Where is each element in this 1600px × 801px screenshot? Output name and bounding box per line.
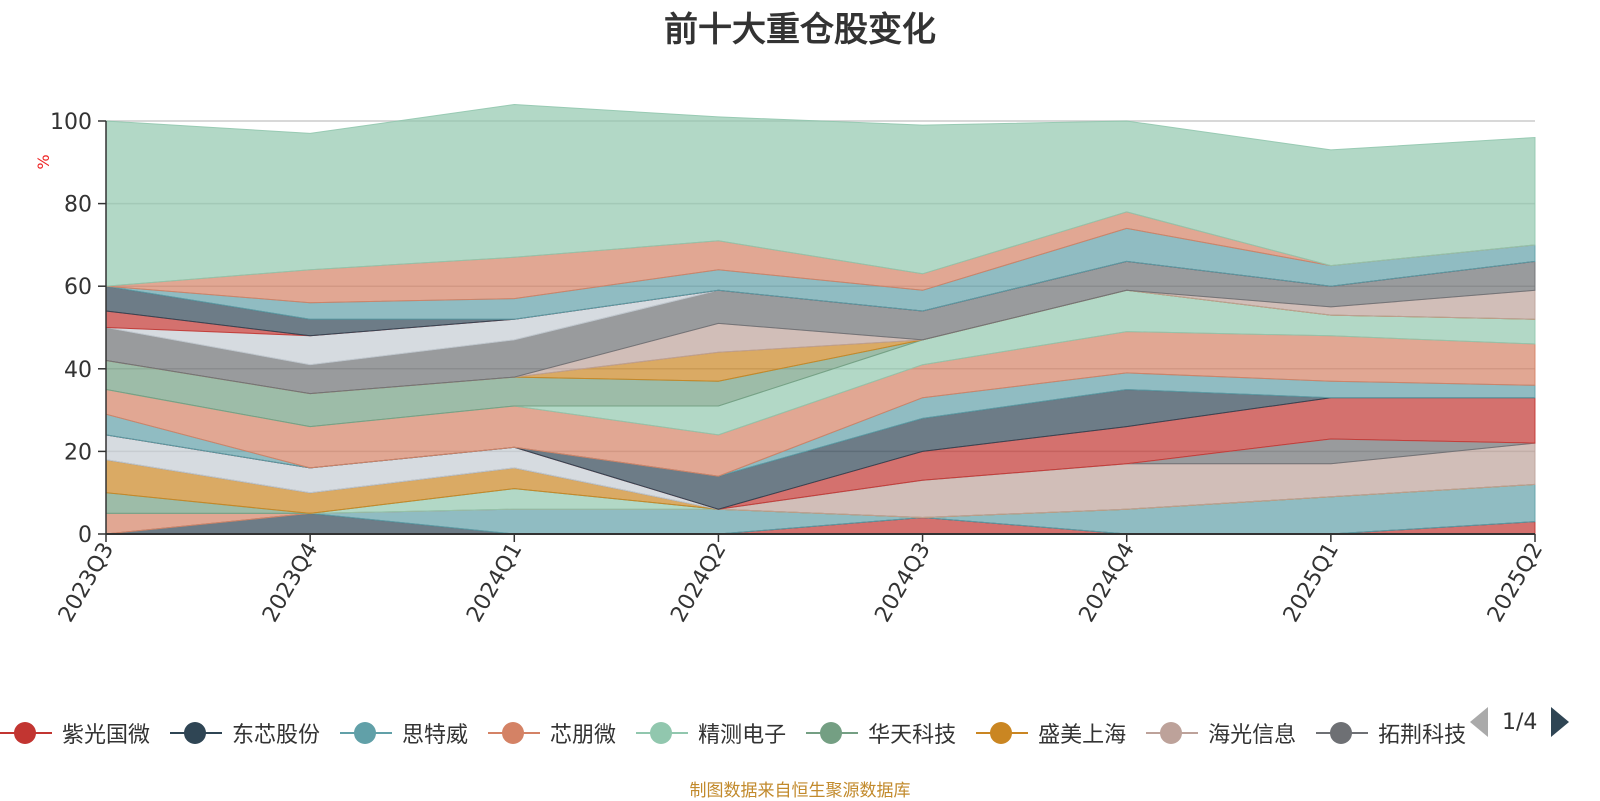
legend-marker-icon (636, 721, 689, 745)
legend-item[interactable]: 精测电子 (636, 713, 786, 753)
y-tick-label: 60 (64, 275, 92, 300)
legend-pager: 1/4 (1470, 705, 1570, 739)
legend-marker-icon (1316, 721, 1369, 745)
y-tick-label: 80 (64, 193, 92, 218)
x-tick-label: 2025Q1 (1279, 539, 1344, 627)
legend-next-page-icon[interactable] (1551, 707, 1570, 737)
y-tick-label: 100 (50, 110, 92, 135)
legend-label: 拓荆科技 (1378, 723, 1467, 748)
legend: 紫光国微 东芯股份 思特威 芯朋微 精测电子 华天科技 盛美上海 海光信息 拓荆科技 (0, 713, 1505, 753)
legend-item[interactable]: 海光信息 (1146, 713, 1296, 753)
series-area-25[interactable] (105, 103, 1536, 287)
legend-label: 海光信息 (1208, 723, 1297, 748)
legend-label: 精测电子 (698, 723, 787, 748)
legend-marker-icon (0, 721, 52, 745)
y-tick-label: 0 (78, 523, 92, 548)
legend-item[interactable]: 盛美上海 (976, 713, 1126, 753)
x-tick-label: 2024Q4 (1075, 539, 1140, 627)
x-tick-label: 2023Q3 (54, 539, 119, 627)
x-tick-label: 2024Q2 (666, 539, 731, 627)
legend-item[interactable]: 华天科技 (806, 713, 956, 753)
legend-label: 东芯股份 (232, 723, 321, 748)
legend-item[interactable]: 拓荆科技 (1316, 713, 1466, 753)
legend-label: 思特威 (402, 723, 469, 748)
legend-label: 华天科技 (868, 723, 957, 748)
legend-page-indicator: 1/4 (1502, 709, 1538, 735)
legend-label: 紫光国微 (62, 723, 151, 748)
legend-item[interactable]: 紫光国微 (0, 713, 150, 753)
x-tick-label: 2024Q1 (462, 539, 527, 627)
y-tick-label: 20 (64, 440, 92, 465)
legend-marker-icon (488, 721, 541, 745)
series-areas (105, 103, 1536, 535)
legend-marker-icon (806, 721, 859, 745)
legend-prev-page-icon[interactable] (1470, 707, 1488, 737)
x-tick-label: 2023Q4 (258, 539, 323, 627)
y-axis-label: % (34, 154, 53, 169)
y-tick-label: 40 (64, 358, 92, 383)
legend-marker-icon (170, 721, 223, 745)
data-source-note: 制图数据来自恒生聚源数据库 (689, 781, 911, 801)
legend-item[interactable]: 东芯股份 (170, 713, 320, 753)
legend-marker-icon (1146, 721, 1199, 745)
legend-marker-icon (340, 721, 393, 745)
legend-label: 芯朋微 (550, 723, 617, 748)
legend-label: 盛美上海 (1038, 723, 1127, 748)
legend-marker-icon (976, 721, 1029, 745)
chart-title: 前十大重仓股变化 (664, 10, 936, 50)
x-tick-label: 2024Q3 (870, 539, 935, 627)
legend-item[interactable]: 芯朋微 (488, 713, 616, 753)
legend-item[interactable]: 思特威 (340, 713, 468, 753)
x-tick-label: 2025Q2 (1483, 539, 1548, 627)
